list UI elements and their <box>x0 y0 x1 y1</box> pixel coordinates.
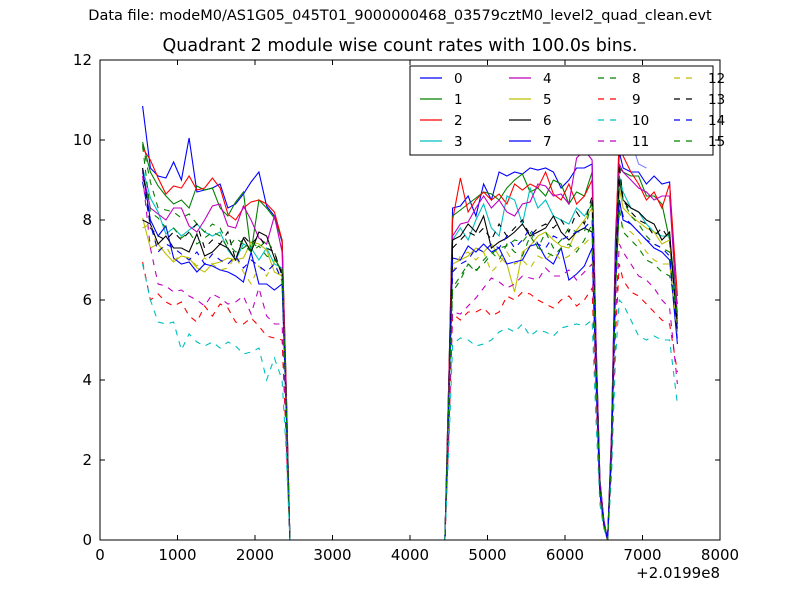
legend-label-7: 7 <box>543 134 552 150</box>
series-line-6 <box>142 179 678 541</box>
legend-label-3: 3 <box>454 134 463 150</box>
legend-label-5: 5 <box>543 92 552 108</box>
legend-label-4: 4 <box>543 71 552 87</box>
x-tick-label: 3000 <box>313 546 351 564</box>
series-line-1 <box>142 141 678 541</box>
legend-label-1: 1 <box>454 92 463 108</box>
series-line-13 <box>142 163 678 541</box>
series-line-3 <box>142 167 678 541</box>
y-tick-label: 4 <box>82 371 92 389</box>
chart-title: Quadrant 2 module wise count rates with … <box>162 36 638 56</box>
x-tick-label: 0 <box>95 546 105 564</box>
y-tick-label: 2 <box>82 451 92 469</box>
y-tick-label: 6 <box>82 291 92 309</box>
y-tick-label: 8 <box>82 211 92 229</box>
legend-label-11: 11 <box>632 134 649 150</box>
series-line-11 <box>142 175 678 541</box>
figure-suptitle: Data file: modeM0/AS1G05_045T01_90000004… <box>88 8 712 24</box>
x-tick-label: 2000 <box>236 546 274 564</box>
x-tick-label: 7000 <box>623 546 661 564</box>
legend-label-14: 14 <box>708 113 725 129</box>
series-line-10 <box>142 263 678 541</box>
series-line-8 <box>142 143 678 541</box>
series-layer <box>142 75 678 541</box>
series-line-4 <box>142 149 678 541</box>
x-tick-label: 1000 <box>158 546 196 564</box>
y-tick-label: 12 <box>73 51 92 69</box>
series-line-0 <box>142 105 678 541</box>
series-line-12 <box>142 215 678 541</box>
legend-label-12: 12 <box>708 71 725 87</box>
legend-label-10: 10 <box>632 113 649 129</box>
legend-label-6: 6 <box>543 113 552 129</box>
legend-label-8: 8 <box>632 71 641 87</box>
series-line-14 <box>142 181 678 541</box>
series-line-15 <box>142 145 678 541</box>
legend-label-2: 2 <box>454 113 463 129</box>
series-line-7 <box>142 169 678 541</box>
y-tick-label: 10 <box>73 131 92 149</box>
x-tick-label: 4000 <box>391 546 429 564</box>
x-tick-label: 8000 <box>701 546 739 564</box>
legend-box <box>409 65 714 156</box>
x-offset-label: +2.0199e8 <box>636 564 720 582</box>
ticks-layer: 0 1000 2000 3000 4000 5000 6000 7000 80000246810… <box>73 51 739 564</box>
legend-label-9: 9 <box>632 92 641 108</box>
legend-label-15: 15 <box>708 134 725 150</box>
x-tick-label: 5000 <box>468 546 506 564</box>
legend-label-0: 0 <box>454 71 463 87</box>
legend-label-13: 13 <box>708 92 725 108</box>
y-tick-label: 0 <box>82 531 92 549</box>
x-tick-label: 6000 <box>546 546 584 564</box>
